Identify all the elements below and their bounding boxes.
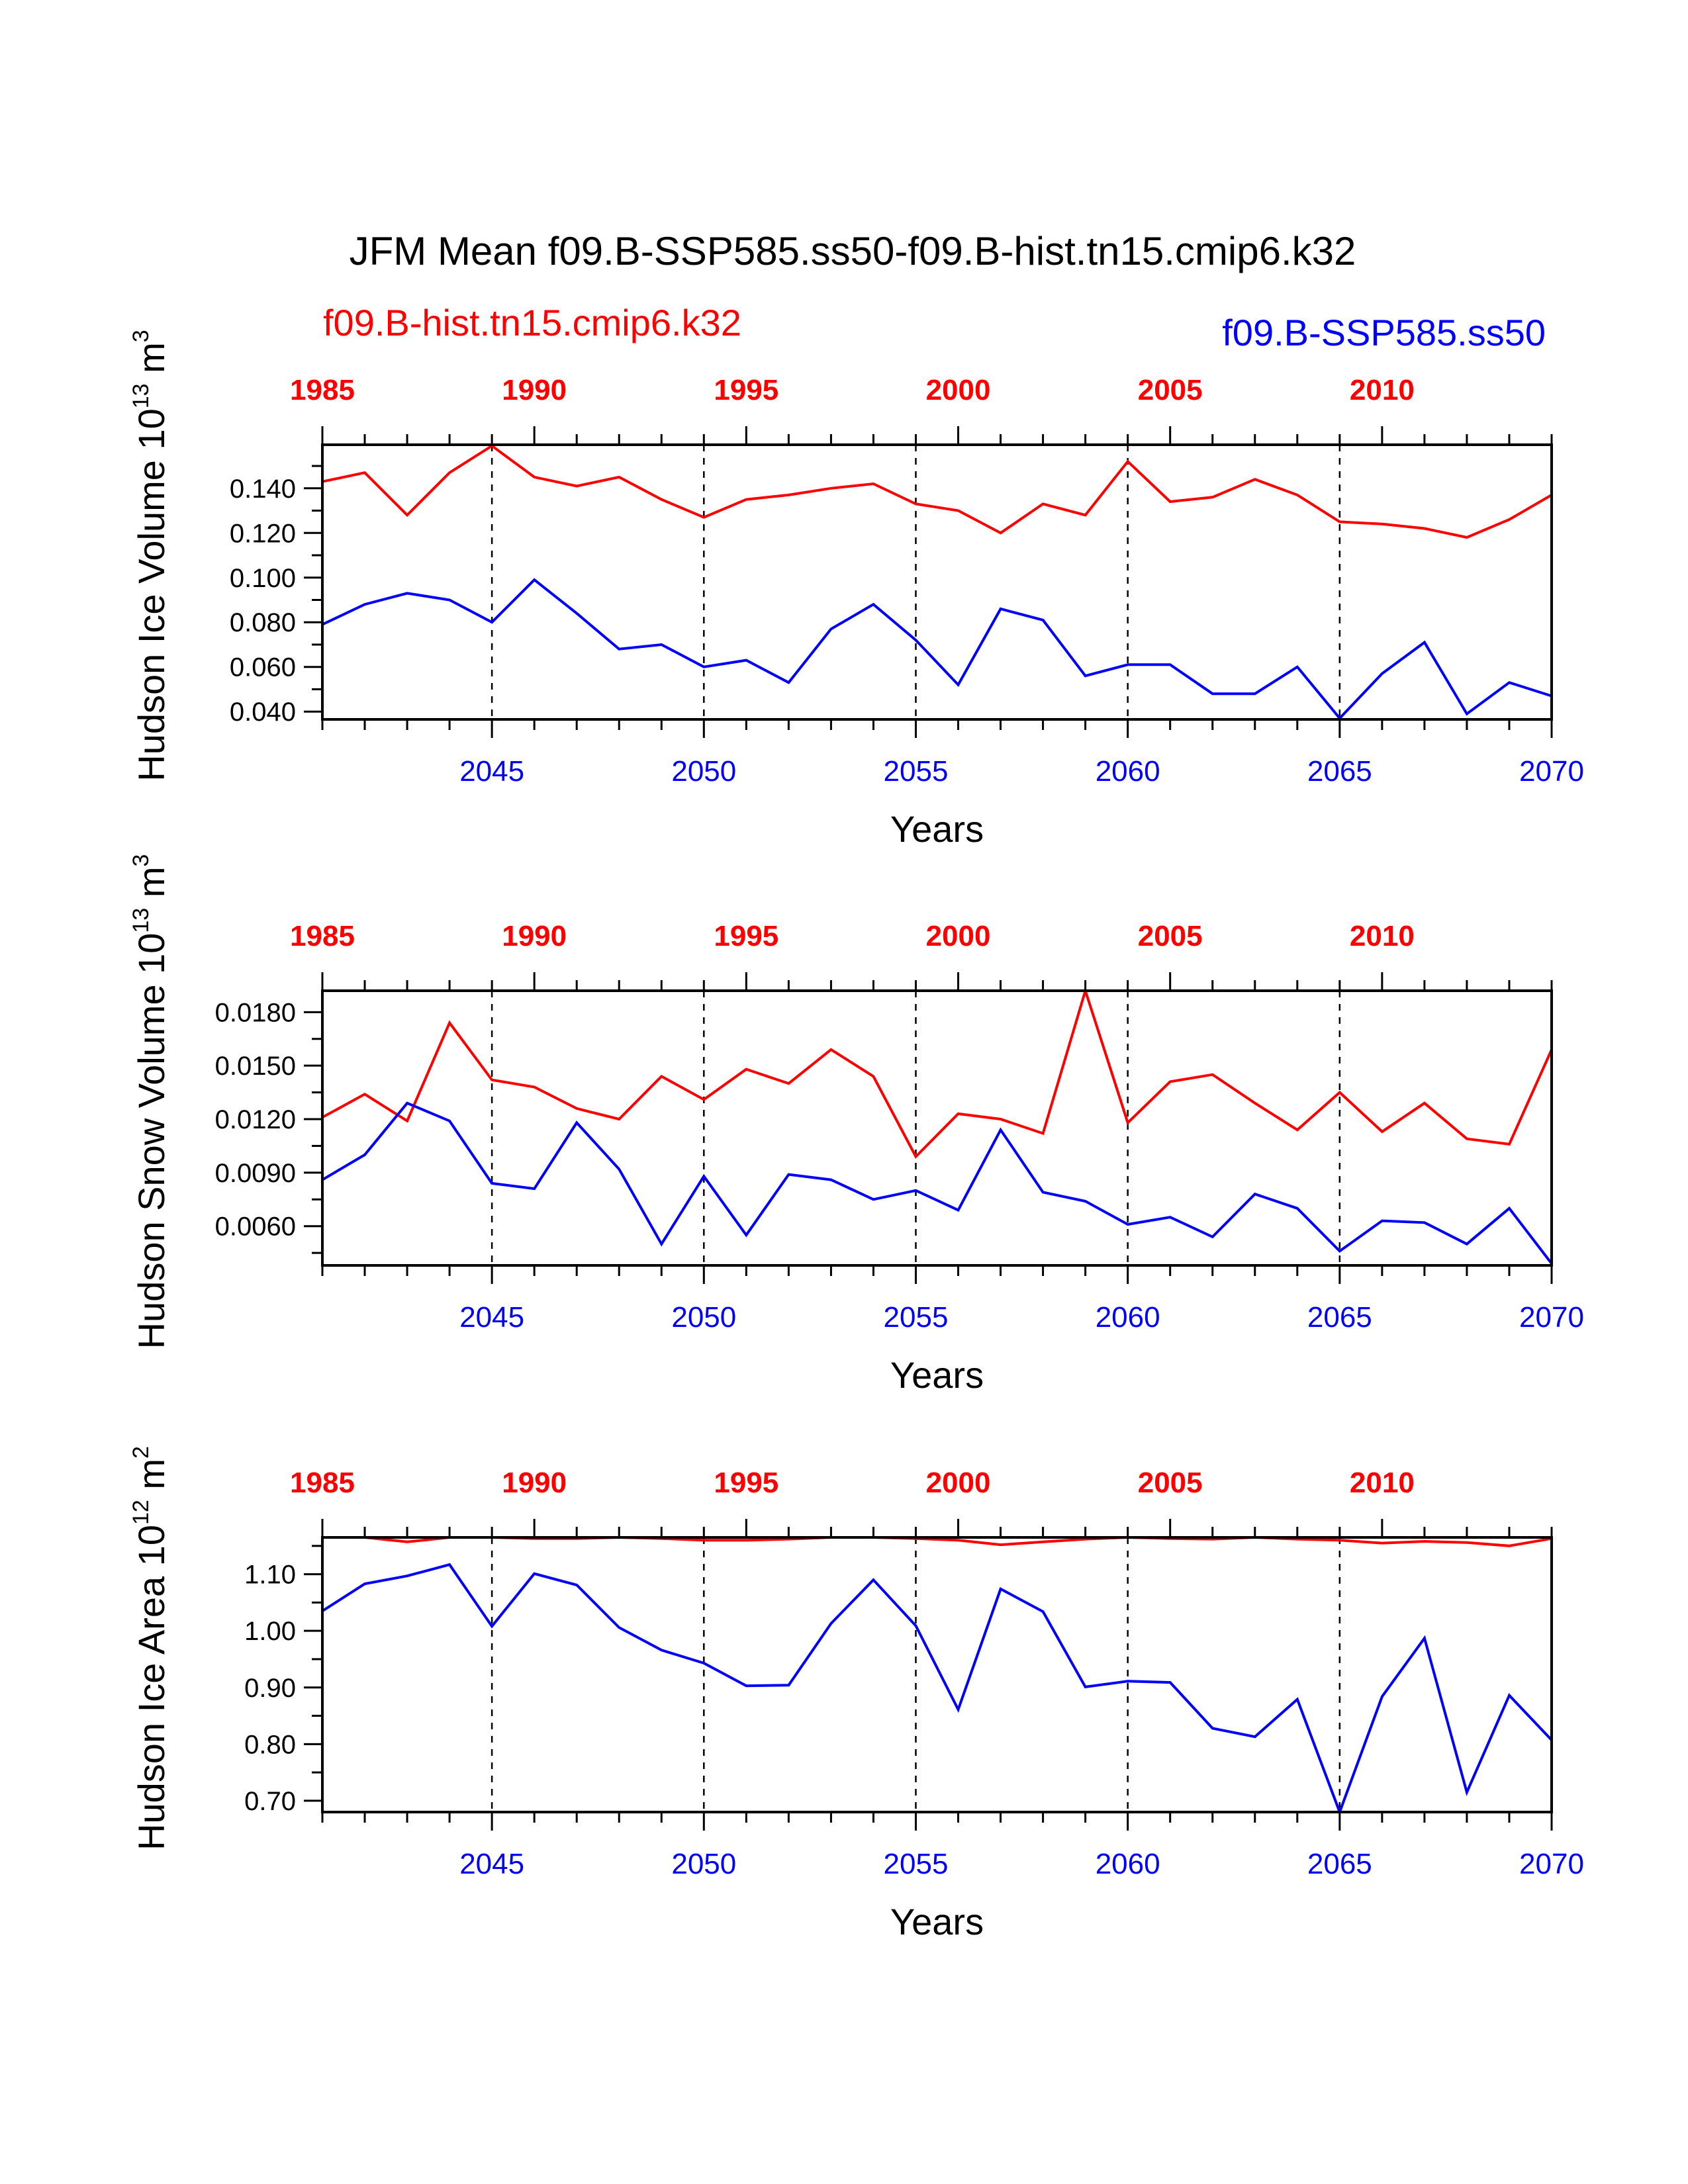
x-top-tick-label: 1985 <box>290 920 355 952</box>
x-top-tick-label: 1995 <box>714 1467 778 1499</box>
y-tick-label: 0.0060 <box>215 1212 296 1242</box>
x-bottom-tick-label: 2045 <box>459 1848 524 1880</box>
x-bottom-tick-label: 2050 <box>671 1301 736 1334</box>
hist-series-line <box>322 444 1553 539</box>
x-bottom-tick-label: 2060 <box>1096 755 1160 788</box>
legend-ssp: f09.B-SSP585.ss50 <box>1222 312 1546 353</box>
y-tick-label: 0.0090 <box>215 1159 296 1188</box>
y-tick-label: 0.040 <box>230 698 296 727</box>
x-bottom-tick-label: 2070 <box>1519 1848 1584 1880</box>
plot-frame <box>321 1536 1553 1813</box>
panels: 0.040 0.060 0.080 0.100 0.120 0.140 2045 2050 20… <box>128 330 1584 1942</box>
ssp-series-line <box>321 1563 1553 1816</box>
ssp-series-line <box>321 1101 1553 1265</box>
x-top-tick-label: 2005 <box>1138 374 1203 406</box>
y-tick-label: 0.90 <box>244 1674 296 1703</box>
x-bottom-tick-label: 2050 <box>671 1848 736 1880</box>
x-top-tick-label: 1995 <box>714 920 778 952</box>
x-bottom-tick-label: 2070 <box>1519 755 1584 788</box>
x-bottom-tick-label: 2065 <box>1307 1848 1372 1880</box>
x-axis-label: Years <box>890 808 984 850</box>
y-tick-label: 1.00 <box>244 1617 296 1646</box>
x-top-tick-label: 2000 <box>926 920 991 952</box>
x-bottom-tick-label: 2050 <box>671 755 736 788</box>
x-top-tick-label: 1985 <box>290 374 355 406</box>
x-top-tick-label: 2010 <box>1350 1467 1415 1499</box>
x-top-tick-label: 1990 <box>502 1467 567 1499</box>
x-bottom-tick-label: 2045 <box>459 1301 524 1334</box>
x-top-tick-label: 2000 <box>926 1467 991 1499</box>
y-tick-label: 0.080 <box>230 608 296 637</box>
y-tick-label: 0.100 <box>230 564 296 593</box>
chart-panel-2: 0.0060 0.0090 0.0120 0.0150 0.0180 2045 2050 20… <box>128 854 1584 1396</box>
x-bottom-tick-label: 2065 <box>1307 755 1372 788</box>
plot-frame <box>321 443 1553 721</box>
y-axis-label: Hudson Ice Volume 1013 m3 <box>128 330 172 781</box>
y-tick-label: 1.10 <box>244 1561 296 1590</box>
y-axis-label: Hudson Ice Area 1012 m2 <box>128 1446 172 1850</box>
y-tick-label: 0.140 <box>230 475 296 504</box>
y-tick-label: 0.0180 <box>215 998 296 1027</box>
hist-series-line <box>322 986 1553 1159</box>
x-bottom-tick-label: 2060 <box>1096 1301 1160 1334</box>
chart-panel-3: 0.70 0.80 0.90 1.00 1.10 2045 2050 2055 2060 2065… <box>128 1446 1584 1942</box>
x-top-tick-label: 2005 <box>1138 920 1203 952</box>
legend-hist: f09.B-hist.tn15.cmip6.k32 <box>323 302 741 343</box>
x-top-tick-label: 2005 <box>1138 1467 1203 1499</box>
x-top-tick-label: 2010 <box>1350 920 1415 952</box>
x-top-tick-label: 2010 <box>1350 374 1415 406</box>
y-tick-label: 0.80 <box>244 1730 296 1759</box>
y-tick-label: 0.70 <box>244 1787 296 1816</box>
x-bottom-tick-label: 2055 <box>884 1301 949 1334</box>
x-top-tick-label: 2000 <box>926 374 991 406</box>
x-top-tick-label: 1985 <box>290 1467 355 1499</box>
y-tick-label: 0.060 <box>230 653 296 682</box>
y-tick-label: 0.120 <box>230 519 296 548</box>
y-axis-label: Hudson Snow Volume 1013 m3 <box>128 854 172 1349</box>
chart-panel-1: 0.040 0.060 0.080 0.100 0.120 0.140 2045 2050 20… <box>128 330 1584 850</box>
chart-title: JFM Mean f09.B-SSP585.ss50-f09.B-hist.tn… <box>350 229 1356 273</box>
y-tick-label: 0.0120 <box>215 1105 296 1134</box>
x-axis-label: Years <box>890 1901 984 1942</box>
x-bottom-tick-label: 2045 <box>459 755 524 788</box>
x-bottom-tick-label: 2070 <box>1519 1301 1584 1334</box>
x-bottom-tick-label: 2065 <box>1307 1301 1372 1334</box>
x-axis-label: Years <box>890 1354 984 1396</box>
plot-frame <box>321 989 1553 1267</box>
x-top-tick-label: 1995 <box>714 374 778 406</box>
x-top-tick-label: 1990 <box>502 374 567 406</box>
y-tick-label: 0.0150 <box>215 1052 296 1081</box>
x-bottom-tick-label: 2060 <box>1096 1848 1160 1880</box>
x-bottom-tick-label: 2055 <box>884 755 949 788</box>
ssp-series-line <box>322 578 1552 721</box>
x-bottom-tick-label: 2055 <box>884 1848 949 1880</box>
x-top-tick-label: 1990 <box>502 920 567 952</box>
